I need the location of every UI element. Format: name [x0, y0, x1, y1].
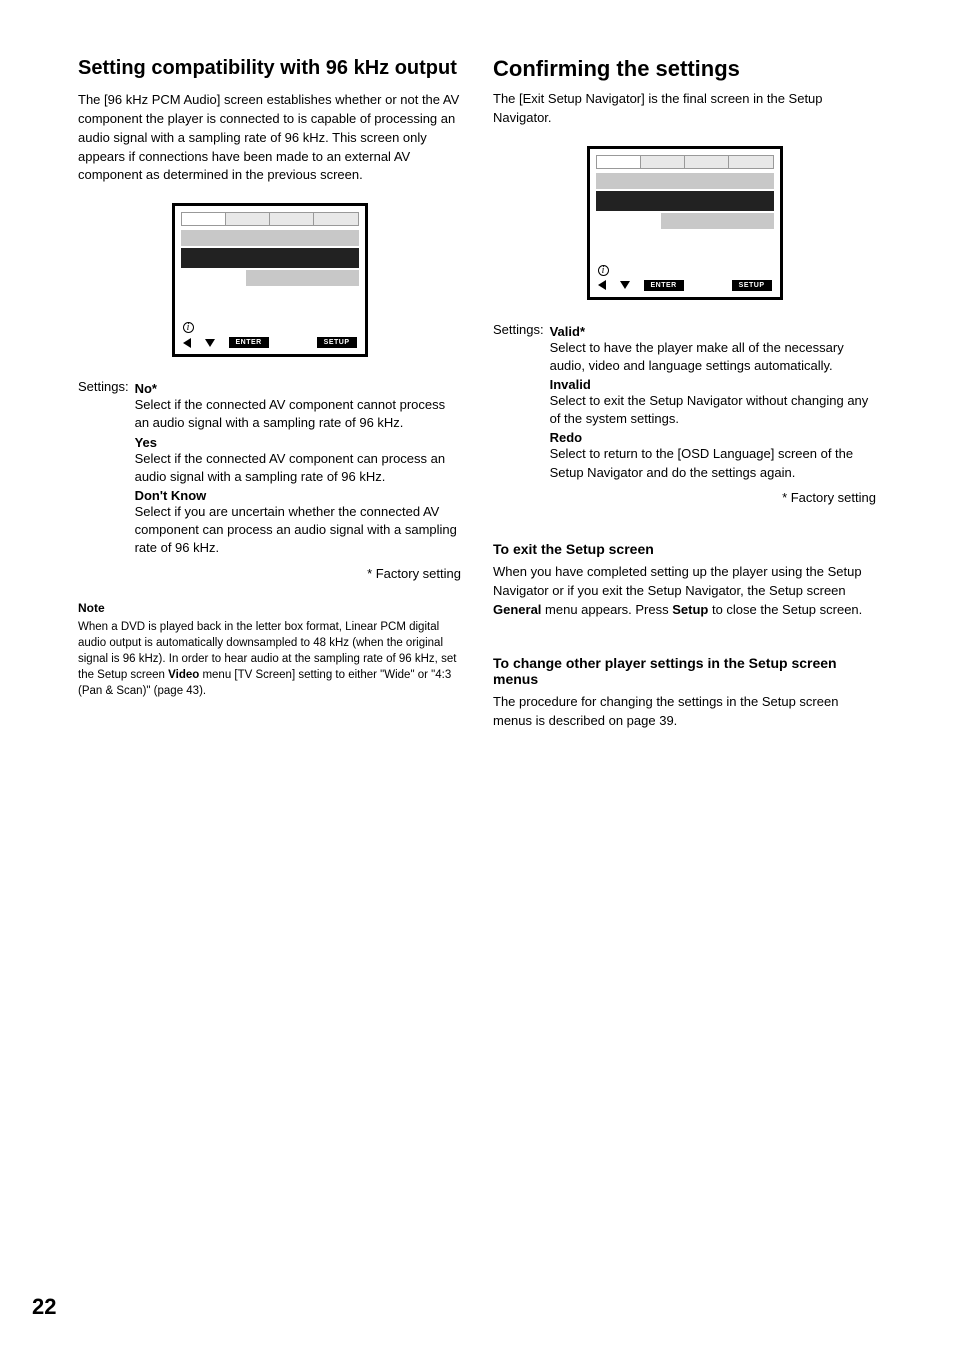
- left-intro: The [96 kHz PCM Audio] screen establishe…: [78, 91, 461, 185]
- info-icon: i: [183, 322, 194, 333]
- option-title: No*: [135, 381, 461, 396]
- tab: [640, 155, 684, 169]
- left-arrow-icon: [183, 338, 191, 348]
- screen-bar-half: [661, 213, 774, 229]
- note-body: When a DVD is played back in the letter …: [78, 619, 461, 699]
- screen-bar-dark: [596, 191, 774, 211]
- right-intro: The [Exit Setup Navigator] is the final …: [493, 90, 876, 128]
- sub1-text: menu appears. Press: [541, 602, 672, 617]
- down-arrow-icon: [205, 339, 215, 347]
- sub1-text: When you have completed setting up the p…: [493, 564, 862, 598]
- option-desc: Select if the connected AV component can…: [135, 450, 461, 486]
- right-screen-figure: i ENTER SETUP: [493, 146, 876, 300]
- screen-bar-dark: [181, 248, 359, 268]
- screen-exit-navigator: i ENTER SETUP: [587, 146, 783, 300]
- option-desc: Select to exit the Setup Navigator witho…: [550, 392, 876, 428]
- option-title: Yes: [135, 435, 461, 450]
- settings-options: Valid* Select to have the player make al…: [550, 322, 876, 484]
- note-heading: Note: [78, 601, 461, 615]
- screen-spacer: [179, 288, 361, 316]
- left-arrow-icon: [598, 280, 606, 290]
- sub1-bold: Setup: [672, 602, 708, 617]
- screen-spacer: [594, 231, 776, 259]
- right-settings: Settings: Valid* Select to have the play…: [493, 322, 876, 484]
- screen-bar-half: [246, 270, 359, 286]
- screen-info-row: i: [179, 320, 361, 333]
- tab: [269, 212, 313, 226]
- option-title: Valid*: [550, 324, 876, 339]
- left-column: Setting compatibility with 96 kHz output…: [78, 56, 461, 737]
- option-desc: Select if you are uncertain whether the …: [135, 503, 461, 558]
- screen-tabs: [596, 155, 774, 169]
- tab: [313, 212, 358, 226]
- option-desc: Select if the connected AV component can…: [135, 396, 461, 432]
- subhead-exit: To exit the Setup screen: [493, 541, 876, 557]
- option-title: Don't Know: [135, 488, 461, 503]
- setup-button-label: SETUP: [317, 337, 357, 348]
- factory-note: * Factory setting: [78, 566, 461, 581]
- enter-button-label: ENTER: [229, 337, 269, 348]
- page-number: 22: [32, 1294, 56, 1320]
- sub1-body: When you have completed setting up the p…: [493, 563, 876, 620]
- option-title: Invalid: [550, 377, 876, 392]
- note-bold: Video: [168, 669, 199, 681]
- tab: [728, 155, 773, 169]
- tab: [225, 212, 269, 226]
- left-settings: Settings: No* Select if the connected AV…: [78, 379, 461, 559]
- right-heading: Confirming the settings: [493, 56, 876, 82]
- option-desc: Select to have the player make all of th…: [550, 339, 876, 375]
- down-arrow-icon: [620, 281, 630, 289]
- info-icon: i: [598, 265, 609, 276]
- settings-label: Settings:: [493, 322, 544, 337]
- screen-info-row: i: [594, 263, 776, 276]
- enter-button-label: ENTER: [644, 280, 684, 291]
- setup-button-label: SETUP: [732, 280, 772, 291]
- left-screen-figure: i ENTER SETUP: [78, 203, 461, 357]
- screen-icon-row: ENTER SETUP: [179, 333, 361, 350]
- screen-tabs: [181, 212, 359, 226]
- sub1-text: to close the Setup screen.: [708, 602, 862, 617]
- screen-icon-row: ENTER SETUP: [594, 276, 776, 293]
- right-column: Confirming the settings The [Exit Setup …: [493, 56, 876, 737]
- tab: [596, 155, 640, 169]
- factory-note: * Factory setting: [493, 490, 876, 505]
- subhead-change: To change other player settings in the S…: [493, 655, 876, 687]
- screen-bar: [596, 173, 774, 189]
- tab: [181, 212, 225, 226]
- option-desc: Select to return to the [OSD Language] s…: [550, 445, 876, 481]
- two-column-layout: Setting compatibility with 96 kHz output…: [78, 56, 876, 737]
- sub1-bold: General: [493, 602, 541, 617]
- screen-bar: [181, 230, 359, 246]
- screen-96khz: i ENTER SETUP: [172, 203, 368, 357]
- left-heading: Setting compatibility with 96 kHz output: [78, 56, 461, 81]
- settings-options: No* Select if the connected AV component…: [135, 379, 461, 559]
- settings-label: Settings:: [78, 379, 129, 394]
- option-title: Redo: [550, 430, 876, 445]
- sub2-body: The procedure for changing the settings …: [493, 693, 876, 731]
- tab: [684, 155, 728, 169]
